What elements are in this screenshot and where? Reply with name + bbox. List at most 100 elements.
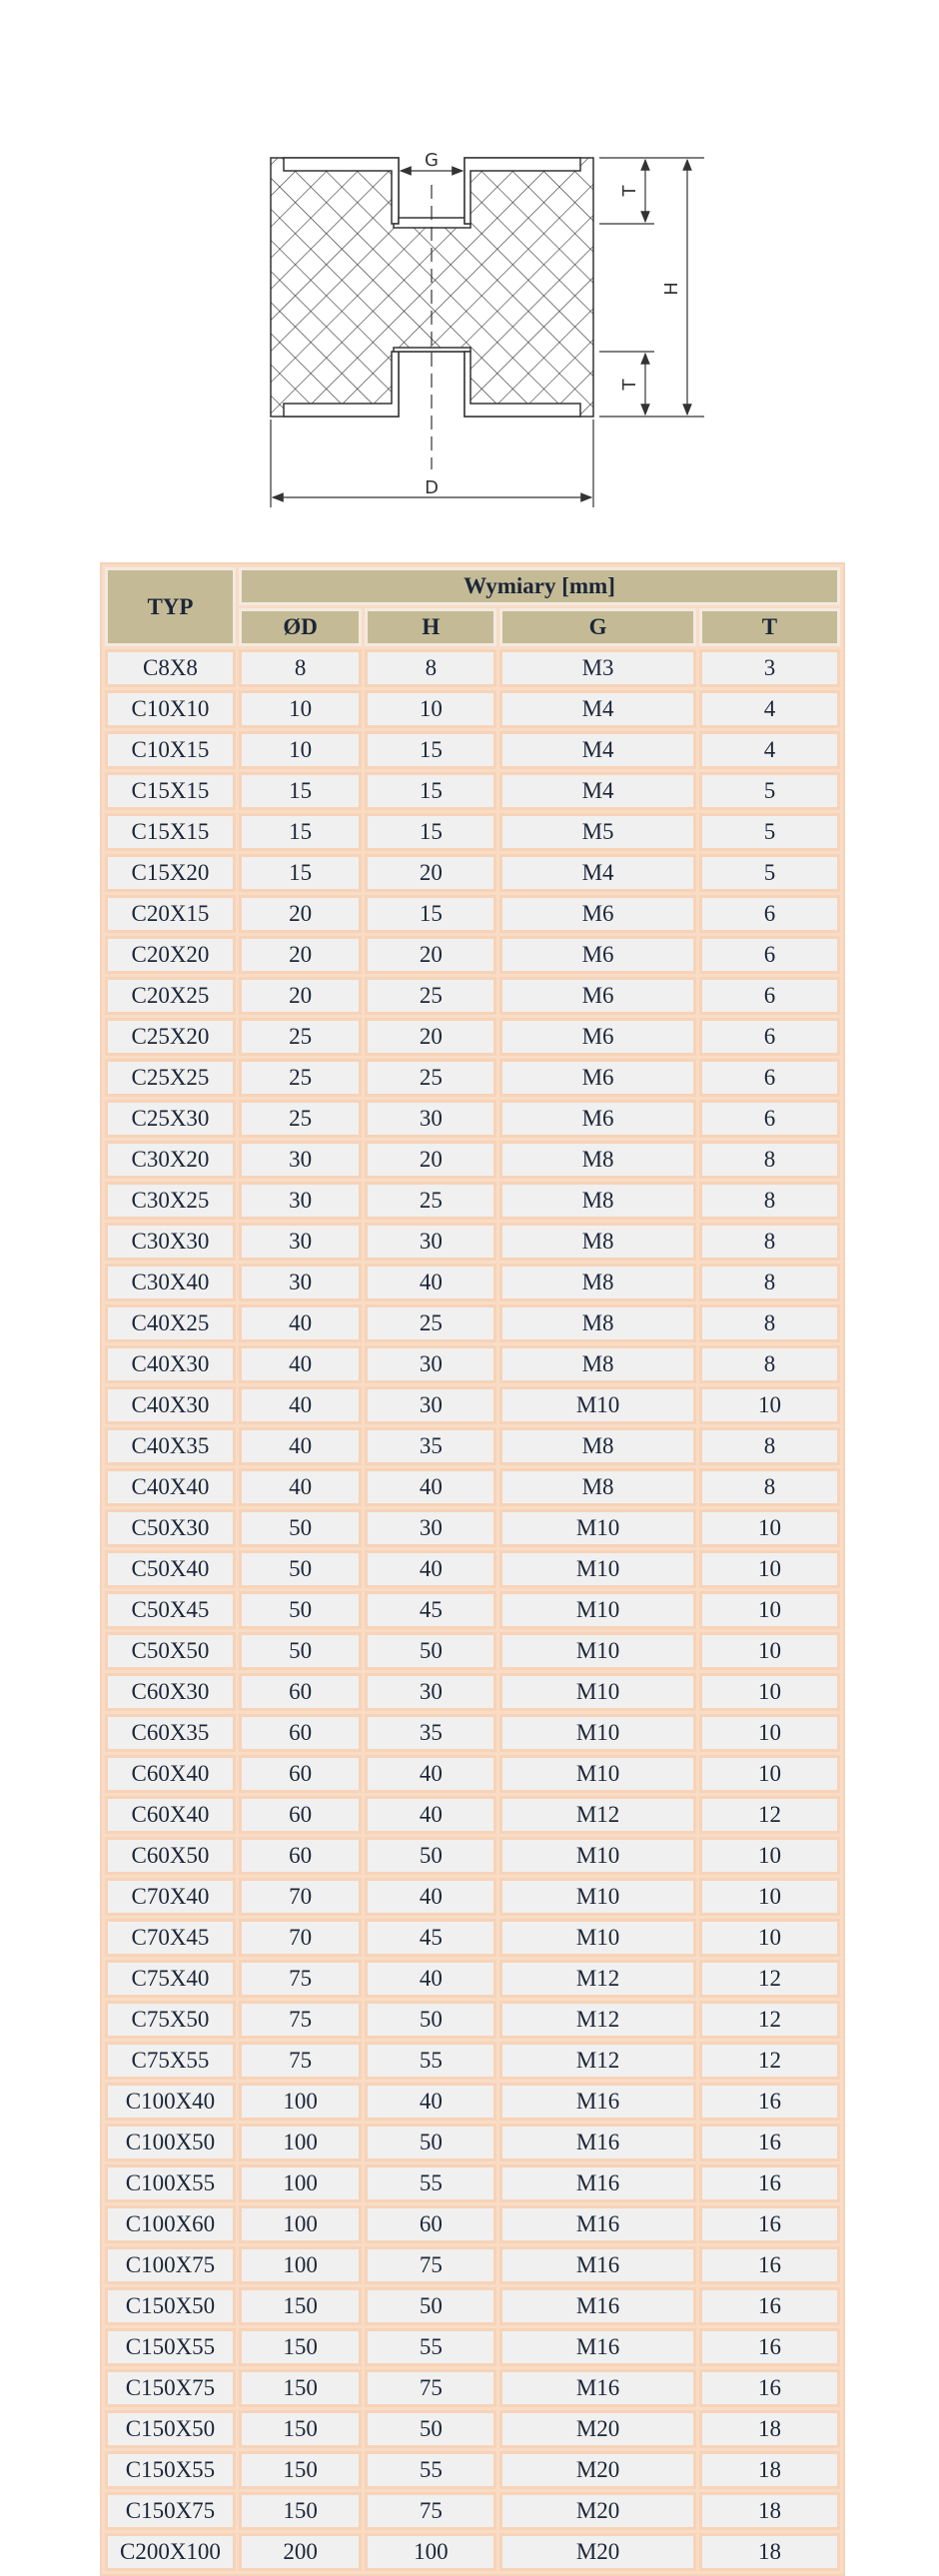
cell-g: M16 xyxy=(499,2246,696,2284)
cell-h: 20 xyxy=(365,936,497,974)
cell-od: 75 xyxy=(238,2001,363,2039)
cell-typ: C10X10 xyxy=(105,690,236,728)
cell-h: 40 xyxy=(365,1264,497,1301)
table-row: C30X25 30 25 M8 8 xyxy=(105,1182,840,1220)
cell-g: M10 xyxy=(499,1509,696,1547)
cell-h: 30 xyxy=(365,1223,497,1261)
cell-t: 10 xyxy=(698,1386,840,1424)
cell-t: 18 xyxy=(698,2533,840,2571)
cell-h: 15 xyxy=(365,772,497,810)
cell-t: 6 xyxy=(698,1100,840,1138)
table-row: C30X20 30 20 M8 8 xyxy=(105,1141,840,1179)
cell-t: 10 xyxy=(698,1632,840,1670)
cell-typ: C30X25 xyxy=(105,1182,236,1220)
cell-typ: C50X45 xyxy=(105,1591,236,1629)
cell-t: 6 xyxy=(698,977,840,1015)
table-row: C70X40 70 40 M10 10 xyxy=(105,1878,840,1916)
cell-g: M10 xyxy=(499,1632,696,1670)
table-row: C75X50 75 50 M12 12 xyxy=(105,2001,840,2039)
cell-od: 15 xyxy=(238,772,363,810)
table-row: C50X50 50 50 M10 10 xyxy=(105,1632,840,1670)
cell-t: 8 xyxy=(698,1304,840,1342)
table-row: C60X40 60 40 M10 10 xyxy=(105,1755,840,1793)
cell-h: 45 xyxy=(365,1919,497,1957)
cell-g: M20 xyxy=(499,2451,696,2489)
cell-od: 150 xyxy=(238,2492,363,2530)
cell-h: 40 xyxy=(365,1878,497,1916)
table-row: C25X25 25 25 M6 6 xyxy=(105,1059,840,1097)
cell-od: 100 xyxy=(238,2246,363,2284)
cell-typ: C75X50 xyxy=(105,2001,236,2039)
cell-t: 10 xyxy=(698,1837,840,1875)
label-t-bottom: T xyxy=(619,379,640,392)
cell-t: 8 xyxy=(698,1264,840,1301)
cell-t: 6 xyxy=(698,936,840,974)
cell-h: 75 xyxy=(365,2369,497,2407)
cell-t: 8 xyxy=(698,1345,840,1383)
table-row: C25X20 25 20 M6 6 xyxy=(105,1018,840,1056)
cell-typ: C25X30 xyxy=(105,1100,236,1138)
cell-g: M20 xyxy=(499,2410,696,2448)
cell-g: M10 xyxy=(499,1550,696,1588)
cell-g: M4 xyxy=(499,690,696,728)
table-row: C40X25 40 25 M8 8 xyxy=(105,1304,840,1342)
cell-g: M10 xyxy=(499,1878,696,1916)
cell-typ: C20X25 xyxy=(105,977,236,1015)
cell-typ: C20X15 xyxy=(105,895,236,933)
cell-od: 60 xyxy=(238,1673,363,1711)
cell-h: 15 xyxy=(365,731,497,769)
cell-t: 8 xyxy=(698,1182,840,1220)
cell-od: 30 xyxy=(238,1182,363,1220)
cell-h: 50 xyxy=(365,2287,497,2325)
cell-g: M8 xyxy=(499,1264,696,1301)
cell-typ: C75X55 xyxy=(105,2042,236,2080)
label-g: G xyxy=(425,150,439,171)
cell-g: M4 xyxy=(499,854,696,892)
cell-g: M16 xyxy=(499,2328,696,2366)
cell-od: 60 xyxy=(238,1796,363,1834)
cell-g: M16 xyxy=(499,2083,696,2121)
cell-od: 25 xyxy=(238,1100,363,1138)
cell-g: M8 xyxy=(499,1468,696,1506)
table-row: C15X15 15 15 M5 5 xyxy=(105,813,840,851)
table-row: C100X50 100 50 M16 16 xyxy=(105,2124,840,2161)
table-row: C10X10 10 10 M4 4 xyxy=(105,690,840,728)
header-typ: TYP xyxy=(105,567,236,646)
cell-h: 40 xyxy=(365,1468,497,1506)
cell-t: 12 xyxy=(698,2042,840,2080)
cell-od: 30 xyxy=(238,1141,363,1179)
label-d: D xyxy=(425,477,439,498)
cell-h: 15 xyxy=(365,895,497,933)
cell-t: 16 xyxy=(698,2287,840,2325)
cell-h: 50 xyxy=(365,2001,497,2039)
cell-od: 150 xyxy=(238,2287,363,2325)
cell-t: 12 xyxy=(698,1960,840,1998)
cell-h: 40 xyxy=(365,1755,497,1793)
cell-od: 50 xyxy=(238,1509,363,1547)
cell-h: 25 xyxy=(365,1059,497,1097)
cell-g: M8 xyxy=(499,1345,696,1383)
cell-h: 100 xyxy=(365,2533,497,2571)
cell-t: 6 xyxy=(698,895,840,933)
cell-typ: C15X15 xyxy=(105,813,236,851)
label-h: H xyxy=(661,282,682,296)
cell-h: 50 xyxy=(365,2410,497,2448)
cell-typ: C60X40 xyxy=(105,1755,236,1793)
cell-h: 40 xyxy=(365,2083,497,2121)
cell-h: 10 xyxy=(365,690,497,728)
cell-typ: C40X40 xyxy=(105,1468,236,1506)
cell-typ: C15X20 xyxy=(105,854,236,892)
cell-g: M16 xyxy=(499,2164,696,2202)
cell-h: 55 xyxy=(365,2042,497,2080)
cell-typ: C100X60 xyxy=(105,2205,236,2243)
cell-od: 100 xyxy=(238,2205,363,2243)
cell-g: M6 xyxy=(499,895,696,933)
cell-g: M6 xyxy=(499,1059,696,1097)
table-row: C15X15 15 15 M4 5 xyxy=(105,772,840,810)
table-body: C8X8 8 8 M3 3 C10X10 10 10 M4 4 C10X15 10 15 M4 4 C15X1… xyxy=(105,649,840,2571)
cell-t: 10 xyxy=(698,1550,840,1588)
cell-od: 20 xyxy=(238,977,363,1015)
cell-h: 30 xyxy=(365,1509,497,1547)
cell-typ: C60X50 xyxy=(105,1837,236,1875)
cell-od: 70 xyxy=(238,1919,363,1957)
